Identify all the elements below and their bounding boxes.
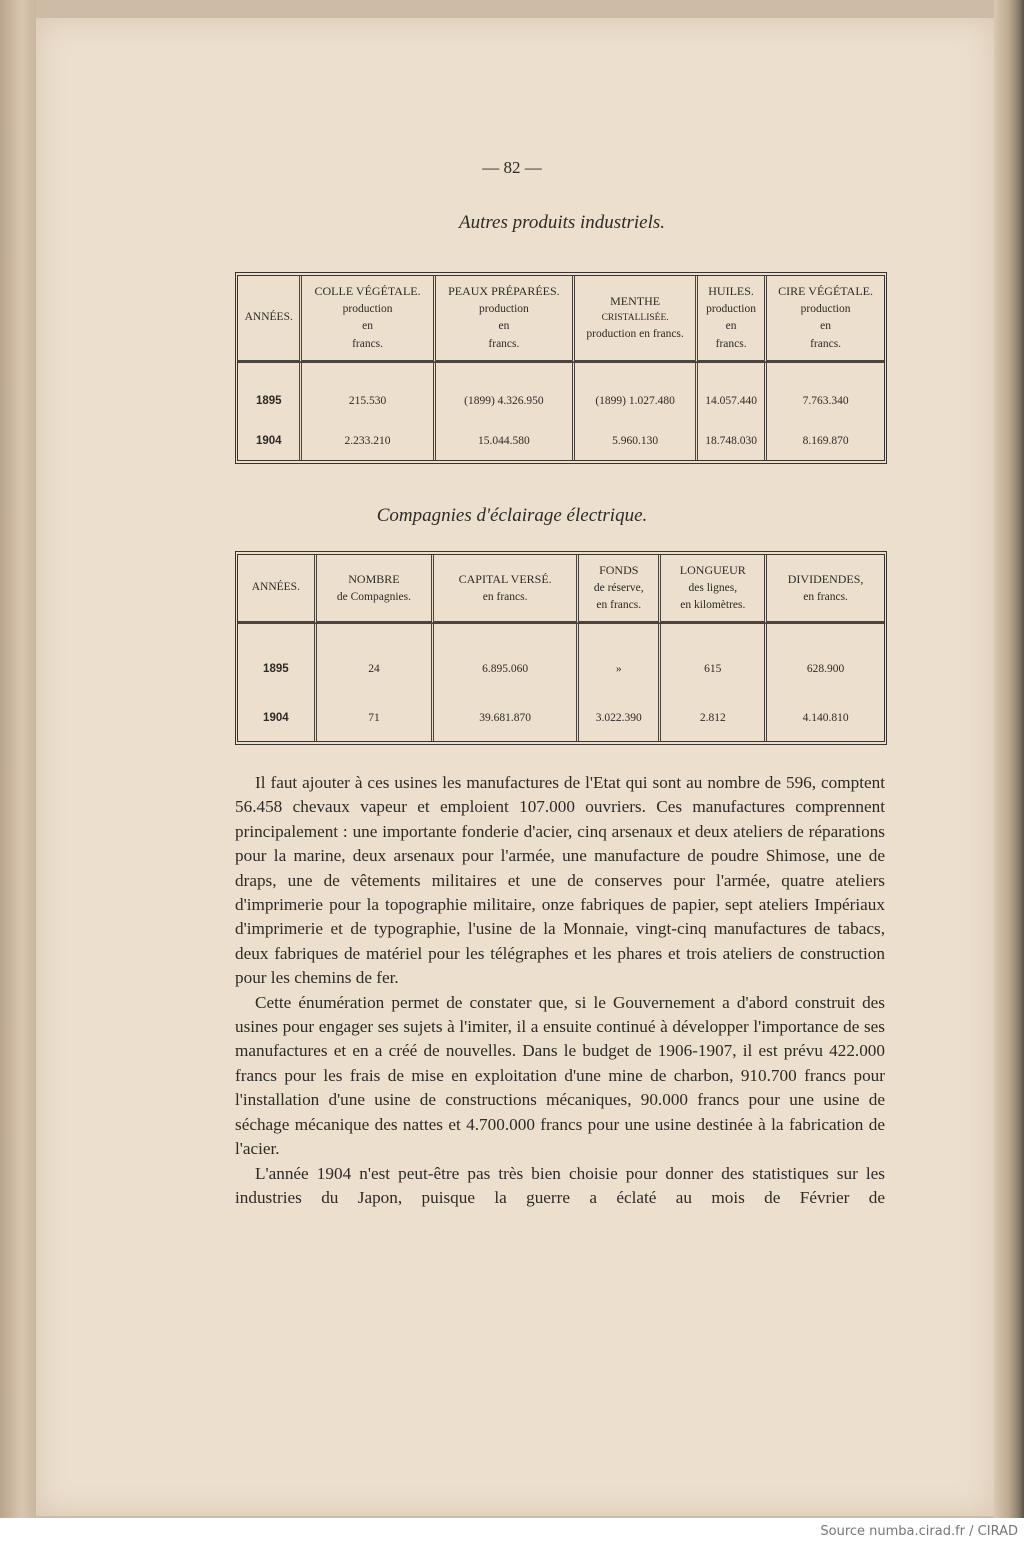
header-line: en francs. — [482, 590, 528, 603]
body-text: Il faut ajouter à ces usines les manufac… — [235, 771, 885, 1210]
header-line: HUILES. — [708, 284, 754, 298]
value-cell: 615 — [658, 624, 764, 697]
header-line: CIRE VÉGÉTALE. — [778, 284, 873, 298]
table1-title: Autres produits industriels. — [458, 212, 666, 233]
header-line: en — [362, 320, 373, 333]
column-header: DIVIDENDES, en francs. — [764, 555, 884, 625]
header-line: en francs. — [803, 590, 848, 603]
page — [36, 18, 994, 1516]
source-credit: Source numba.cirad.fr / CIRAD — [820, 1524, 1018, 1539]
column-header: NOMBRE de Compagnies. — [313, 555, 432, 625]
header-line: NOMBRE — [348, 571, 400, 586]
header-line: FONDS — [599, 563, 639, 577]
column-header: HUILES. production en francs. — [695, 276, 765, 364]
value-cell: 18.748.030 — [695, 423, 764, 460]
column-header: MENTHE CRISTALLISÉE. production en francs. — [572, 276, 696, 364]
header-line: production — [800, 302, 851, 315]
header-line: production en francs. — [586, 327, 684, 340]
header-line: en kilomètres. — [680, 599, 746, 612]
table-row: 1904 2.233.210 15.044.580 5.960.130 18.748.0… — [238, 423, 884, 460]
column-header: CIRE VÉGÉTALE. production en francs. — [764, 276, 884, 364]
column-header: LONGUEUR des lignes, en kilomètres. — [658, 555, 765, 625]
column-header: FONDS de réserve, en francs. — [576, 555, 659, 625]
table-row: 1904 71 39.681.870 3.022.390 2.812 4.140.810 — [238, 696, 884, 741]
table-row: 1895 215.530 (1899) 4.326.950 (1899) 1.027.… — [238, 363, 884, 424]
header-line: en — [820, 320, 831, 333]
header-line: LONGUEUR — [679, 563, 746, 577]
value-cell: 24 — [313, 624, 432, 697]
header-line: COLLE VÉGÉTALE. — [314, 284, 421, 298]
value-cell: 15.044.580 — [432, 423, 573, 460]
header-line: MENTHE — [610, 294, 661, 309]
year-cell: 1895 — [263, 662, 289, 675]
header-line: CAPITAL VERSÉ. — [458, 571, 552, 586]
header-line: francs. — [352, 338, 384, 351]
column-header: PEAUX PRÉPARÉES. production en francs. — [432, 276, 573, 364]
year-cell: 1895 — [255, 395, 282, 408]
table-eclairage-electrique: ANNÉES. NOMBRE de Compagnies. CAPITAL VERSÉ… — [235, 551, 887, 745]
table-row: 1895 24 6.895.060» 615 628.900 — [238, 624, 884, 697]
header-line: production — [342, 302, 393, 315]
page-number: — 82 — — [482, 158, 542, 177]
table-autres-produits: ANNÉES. COLLE VÉGÉTALE. production en francs… — [235, 272, 887, 464]
value-cell: 215.530 — [299, 363, 432, 424]
header-line: ANNÉES. — [251, 581, 300, 594]
column-header: ANNÉES. — [238, 555, 314, 625]
column-header: ANNÉES. — [238, 276, 300, 364]
paragraph: L'année 1904 n'est peut-être pas très bi… — [235, 1163, 885, 1207]
header-line: production — [478, 302, 529, 315]
header-line: de réserve, — [593, 581, 644, 594]
table2-title: Compagnies d'éclairage électrique. — [376, 505, 648, 526]
header-line: PEAUX PRÉPARÉES. — [448, 284, 560, 298]
value-cell: 5.960.130 — [572, 423, 695, 460]
value-cell: 7.763.340 — [764, 363, 884, 424]
value-cell: 2.812 — [658, 696, 764, 741]
value-cell: (1899) 1.027.480 — [572, 363, 695, 424]
value-cell: 6.895.060 — [431, 624, 576, 697]
header-line: en francs. — [596, 599, 642, 612]
header-line: de Compagnies. — [336, 590, 411, 603]
value-cell: » — [576, 624, 658, 697]
column-header: CAPITAL VERSÉ. en francs. — [431, 555, 577, 625]
column-header: COLLE VÉGÉTALE. production en francs. — [299, 276, 433, 364]
header-line: en — [498, 320, 510, 333]
year-cell: 1904 — [263, 712, 289, 725]
value-cell: 8.169.870 — [764, 423, 884, 460]
value-cell: 39.681.870 — [431, 696, 576, 741]
paragraph: Cette énumération permet de constater qu… — [235, 992, 885, 1159]
header-line: production — [706, 302, 756, 315]
value-cell: 3.022.390 — [576, 696, 658, 741]
left-page-edge — [0, 0, 36, 1518]
value-cell: 14.057.440 — [695, 363, 764, 424]
value-cell: 628.900 — [764, 624, 884, 697]
header-line: des lignes, — [688, 581, 738, 594]
header-line: francs. — [715, 338, 747, 351]
header-line: CRISTALLISÉE. — [601, 313, 669, 324]
year-cell: 1904 — [255, 434, 282, 447]
header-line: DIVIDENDES, — [787, 571, 864, 586]
value-cell: 2.233.210 — [299, 423, 432, 460]
value-cell: 71 — [313, 696, 432, 741]
header-line: en — [725, 320, 737, 333]
paragraph: Il faut ajouter à ces usines les manufac… — [235, 773, 885, 988]
header-line: francs. — [810, 338, 842, 351]
value-cell: 4.140.810 — [764, 696, 884, 741]
header-line: ANNÉES. — [244, 311, 293, 324]
value-cell: (1899) 4.326.950 — [432, 363, 573, 424]
header-line: francs. — [488, 338, 520, 351]
right-page-edge — [994, 0, 1024, 1518]
